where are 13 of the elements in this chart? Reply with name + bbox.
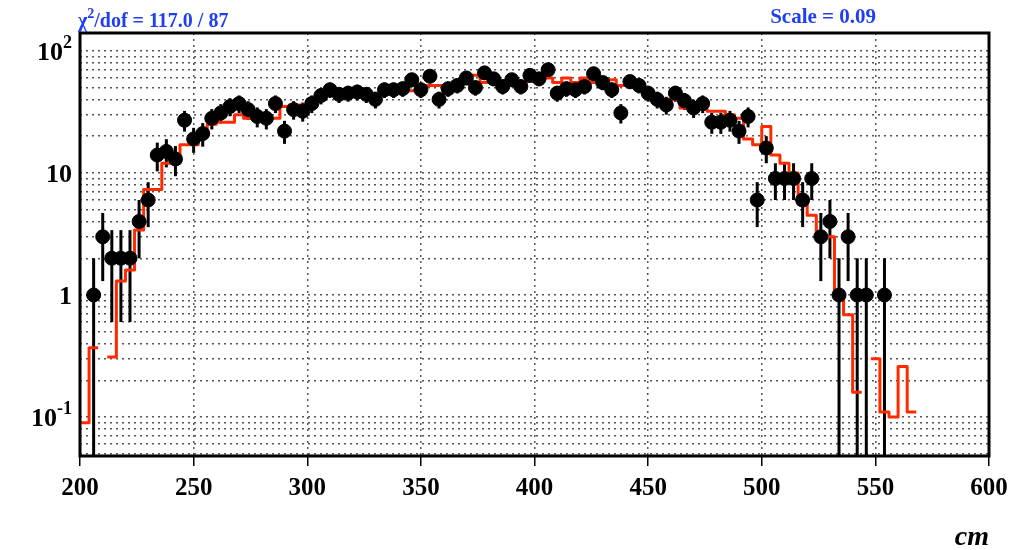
- text: Scale = 0.09: [770, 4, 876, 28]
- y-tick-label: 1: [59, 281, 72, 310]
- y-tick-label: 10: [46, 158, 72, 188]
- x-tick-label: 550: [856, 473, 895, 501]
- x-tick-label: 200: [61, 473, 99, 501]
- x-tick-label: 600: [970, 473, 1008, 501]
- x-tick-label: 250: [174, 473, 213, 501]
- x-tick-label: 300: [288, 473, 326, 501]
- x-tick-label: 350: [402, 473, 440, 501]
- x-tick-label: 500: [743, 473, 781, 501]
- x-axis-title: cm: [954, 520, 990, 550]
- x-tick-label: 400: [515, 473, 554, 501]
- x-tick-label: 450: [629, 473, 667, 501]
